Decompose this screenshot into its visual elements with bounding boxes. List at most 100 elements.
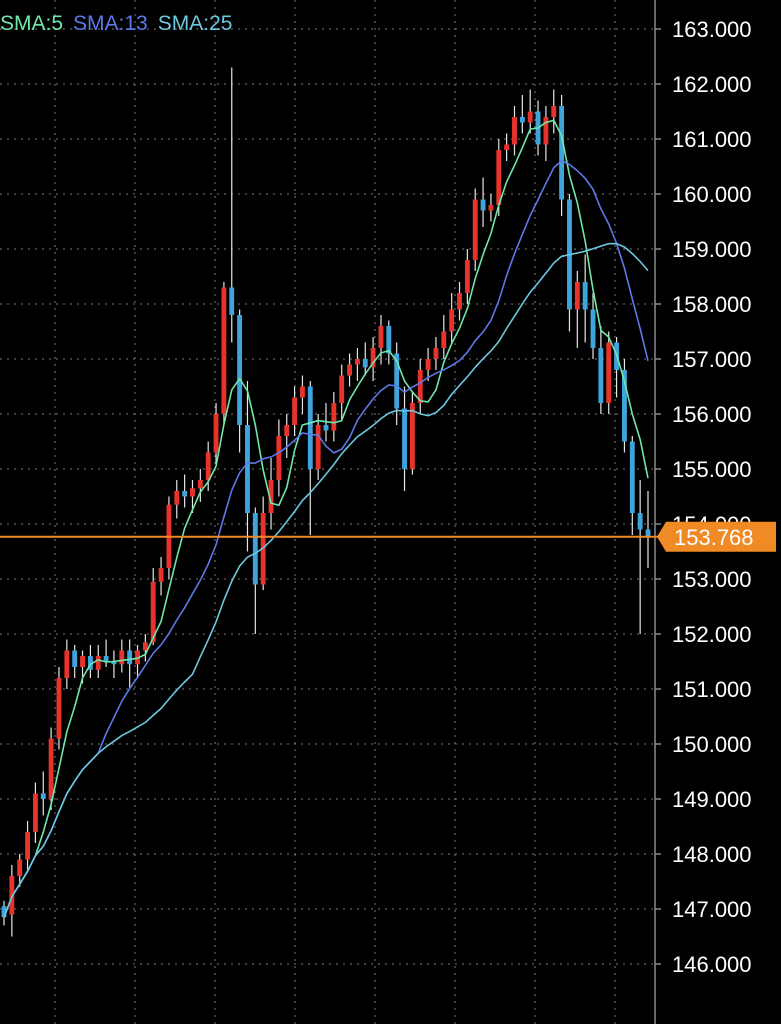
candle-up	[378, 326, 384, 348]
sma-legend: SMA:5 SMA:13 SMA:25	[0, 12, 242, 36]
candle-up	[197, 480, 203, 489]
current-price-label: 153.768	[674, 525, 754, 550]
candle-up	[268, 480, 274, 513]
y-tick-label: 157.000	[672, 347, 752, 372]
candles	[1, 67, 651, 937]
candle-up	[512, 117, 517, 145]
candle-down	[559, 106, 565, 200]
candle-up	[276, 436, 282, 480]
y-tick-label: 149.000	[672, 787, 752, 812]
current-price-line: 153.768	[0, 521, 776, 552]
candle-down	[72, 650, 78, 667]
candle-up	[496, 150, 502, 205]
current-price-tag	[666, 521, 776, 552]
current-price-arrow	[657, 521, 666, 552]
candle-up	[17, 859, 23, 876]
candle-up	[457, 293, 462, 310]
candle-up	[32, 793, 38, 832]
candle-up	[25, 832, 30, 860]
candle-down	[323, 425, 329, 431]
y-tick-label: 162.000	[672, 72, 752, 97]
candle-up	[543, 117, 549, 145]
candle-up	[205, 452, 211, 480]
candle-up	[174, 491, 180, 505]
candle-down	[87, 656, 93, 670]
candle-down	[394, 353, 400, 409]
candle-up	[370, 348, 376, 368]
candle-down	[480, 199, 486, 211]
sma-25-line	[3, 242, 649, 918]
candle-up	[284, 425, 290, 436]
candle-down	[637, 513, 643, 530]
candle-up	[292, 397, 298, 425]
candle-up	[354, 359, 360, 365]
y-tick-label: 147.000	[672, 897, 752, 922]
moving-averages	[3, 119, 649, 918]
y-tick-label: 155.000	[672, 457, 752, 482]
candle-down	[245, 425, 250, 513]
candle-down	[1, 906, 7, 918]
candle-up	[425, 359, 431, 370]
candle-up	[464, 260, 470, 293]
candle-up	[417, 370, 423, 403]
candle-down	[182, 491, 188, 497]
candle-down	[103, 656, 109, 662]
y-tick-label: 152.000	[672, 622, 752, 647]
y-tick-label: 159.000	[672, 237, 752, 262]
candle-down	[590, 309, 596, 348]
candle-up	[527, 111, 533, 123]
y-tick-label: 158.000	[672, 292, 752, 317]
candle-down	[237, 315, 243, 425]
candle-up	[449, 309, 455, 332]
y-tick-label: 160.000	[672, 182, 752, 207]
candle-up	[48, 738, 54, 799]
candle-down	[582, 282, 588, 310]
candle-down	[307, 386, 313, 469]
y-tick-label: 163.000	[672, 17, 752, 42]
candle-down	[622, 370, 627, 442]
y-tick-label: 146.000	[672, 952, 752, 977]
candle-up	[95, 656, 101, 670]
sma-5-line	[3, 119, 649, 918]
candle-up	[315, 425, 321, 469]
y-tick-label: 161.000	[672, 127, 752, 152]
candle-up	[441, 331, 447, 348]
y-tick-label: 156.000	[672, 402, 752, 427]
candle-up	[551, 106, 557, 117]
legend-sma-13: SMA:13	[73, 12, 148, 35]
y-tick-label: 148.000	[672, 842, 752, 867]
candle-down	[111, 661, 117, 665]
candle-up	[80, 656, 85, 667]
candle-up	[213, 414, 219, 453]
candle-up	[64, 650, 70, 678]
legend-sma-5: SMA:5	[0, 12, 64, 35]
candle-up	[119, 650, 125, 665]
candle-down	[229, 287, 235, 315]
candle-down	[629, 441, 635, 513]
candle-up	[472, 199, 478, 260]
candle-up	[158, 568, 164, 582]
candle-down	[127, 650, 133, 665]
candle-up	[300, 386, 305, 398]
candle-down	[252, 513, 258, 585]
candle-up	[606, 342, 612, 403]
grid-lines	[0, 0, 655, 1024]
candle-up	[150, 581, 156, 643]
candle-down	[645, 529, 651, 537]
candle-up	[331, 403, 337, 431]
y-tick-label: 153.000	[672, 567, 752, 592]
price-axis: 163.000 162.000 161.000 160.000 159.000 158.0…	[654, 0, 752, 1024]
candle-down	[386, 326, 392, 354]
y-tick-label: 150.000	[672, 732, 752, 757]
candle-up	[433, 348, 439, 359]
candle-up	[504, 144, 510, 150]
candle-down	[402, 408, 407, 469]
candle-up	[347, 364, 352, 376]
candle-up	[190, 488, 195, 497]
candle-up	[221, 287, 227, 414]
candle-up	[574, 282, 580, 310]
candle-up	[339, 375, 345, 403]
candle-down	[598, 348, 604, 403]
sma-13-line	[3, 159, 649, 918]
